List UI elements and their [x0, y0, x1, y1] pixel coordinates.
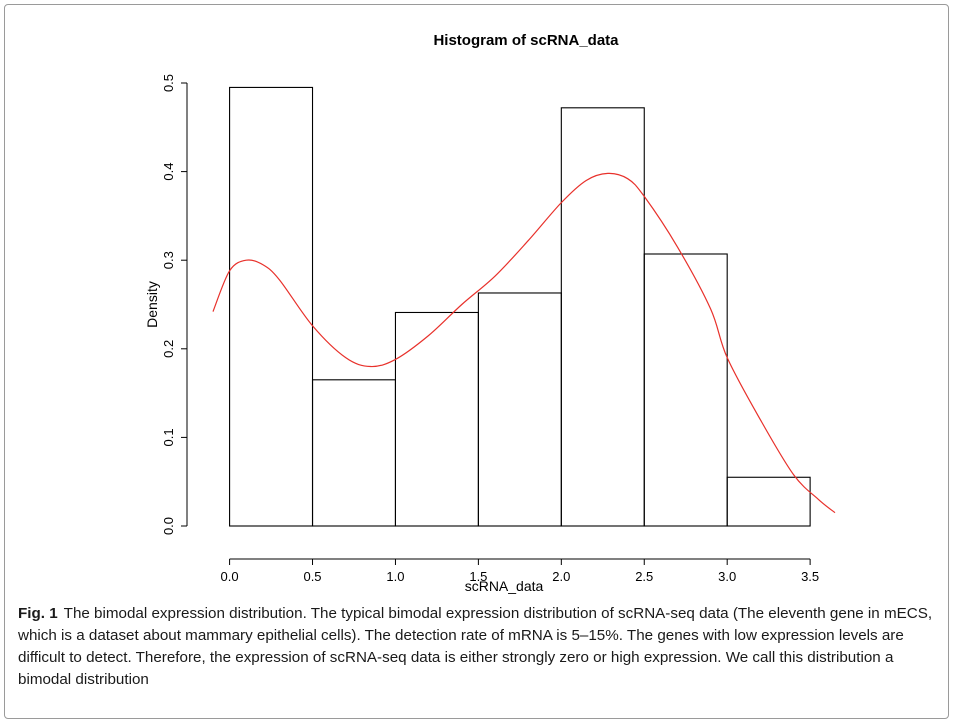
y-tick-label: 0.4 — [161, 163, 176, 181]
x-tick-label: 0.0 — [221, 569, 239, 584]
histogram-svg: Histogram of scRNA_data 0.0 0.5 1.0 1.5 2.0 2.… — [144, 32, 836, 594]
y-tick-label: 0.5 — [161, 74, 176, 92]
x-tick-label: 2.5 — [635, 569, 653, 584]
histogram-bar — [726, 476, 811, 527]
histogram-bar — [643, 253, 728, 527]
x-tick-label: 3.0 — [718, 569, 736, 584]
histogram-bar — [394, 311, 479, 527]
x-tick-label: 1.5 — [469, 569, 487, 584]
histogram-bar — [311, 379, 397, 527]
x-tick-label: 3.5 — [801, 569, 819, 584]
x-tick-label: 0.5 — [303, 569, 321, 584]
y-axis-label: Density — [144, 281, 160, 328]
histogram-bar — [229, 86, 314, 527]
figure-caption: Fig. 1 The bimodal expression distributio… — [18, 603, 943, 691]
caption-text: The typical bimodal expression distribut… — [18, 605, 933, 688]
y-tick-label: 0.3 — [161, 251, 176, 269]
y-tick-label: 0.2 — [161, 340, 176, 358]
caption-label: Fig. 1 — [18, 605, 58, 622]
chart-title: Histogram of scRNA_data — [433, 32, 619, 49]
x-tick-label: 1.0 — [386, 569, 404, 584]
figure-frame: Histogram of scRNA_data 0.0 0.5 1.0 1.5 2.0 2.… — [4, 4, 949, 719]
x-tick-label: 2.0 — [552, 569, 570, 584]
caption-title: The bimodal expression distribution. — [63, 605, 307, 622]
y-tick-label: 0.1 — [161, 428, 176, 446]
histogram-chart: Histogram of scRNA_data 0.0 0.5 1.0 1.5 2.0 2.… — [11, 11, 946, 596]
histogram-bar — [477, 292, 562, 527]
x-axis-label: scRNA_data — [465, 578, 544, 594]
histogram-bar — [560, 107, 645, 527]
density-curve — [212, 172, 836, 514]
y-tick-label: 0.0 — [161, 517, 176, 535]
